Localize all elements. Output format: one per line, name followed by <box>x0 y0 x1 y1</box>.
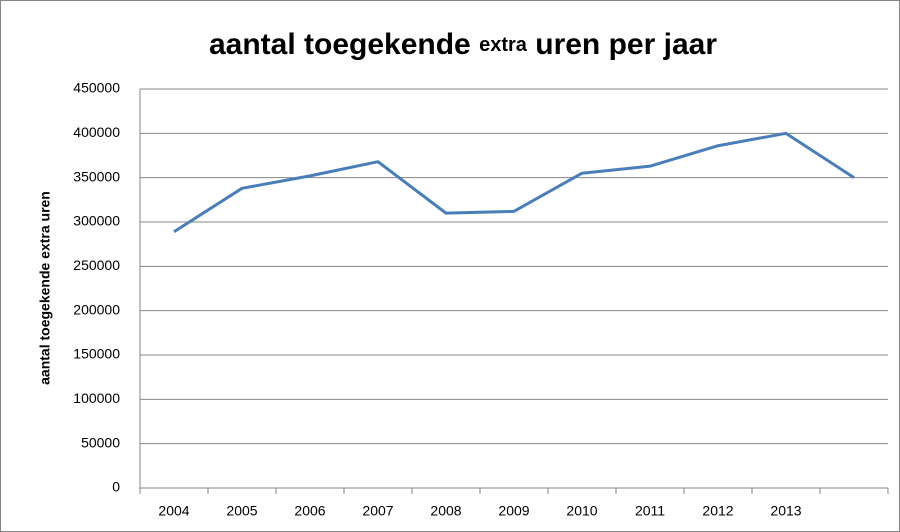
y-axis-label: aantal toegekende extra uren <box>37 191 53 385</box>
y-tick-label: 200000 <box>73 301 120 317</box>
y-tick-label: 400000 <box>73 124 120 140</box>
title-part: extra <box>479 34 528 56</box>
x-tick-label: 2011 <box>635 503 665 519</box>
y-tick-label: 300000 <box>73 213 120 229</box>
x-tick-label: 2005 <box>226 503 257 519</box>
x-tick-label: 2004 <box>158 503 189 519</box>
x-tick-label: 2008 <box>430 503 461 519</box>
x-tick-label: 2007 <box>362 503 393 519</box>
data-line <box>173 131 855 234</box>
x-tick-label: 2006 <box>294 503 325 519</box>
y-tick-label: 450000 <box>73 80 120 96</box>
y-tick-label: 50000 <box>81 434 120 450</box>
x-tick-label: 2010 <box>566 503 597 519</box>
y-tick-label: 0 <box>112 479 120 495</box>
y-tick-label: 100000 <box>73 390 120 406</box>
y-tick-label: 250000 <box>73 257 120 273</box>
title-part: uren per jaar <box>535 28 717 61</box>
x-tick-label: 2009 <box>498 503 529 519</box>
x-tick-label: 2013 <box>770 503 801 519</box>
y-tick-label: 150000 <box>73 346 120 362</box>
x-tick-label: 2012 <box>702 503 733 519</box>
title-part: aantal toegekende <box>209 28 471 61</box>
y-tick-label: 350000 <box>73 168 120 184</box>
chart-title: aantal toegekende extra uren per jaar <box>209 28 717 61</box>
